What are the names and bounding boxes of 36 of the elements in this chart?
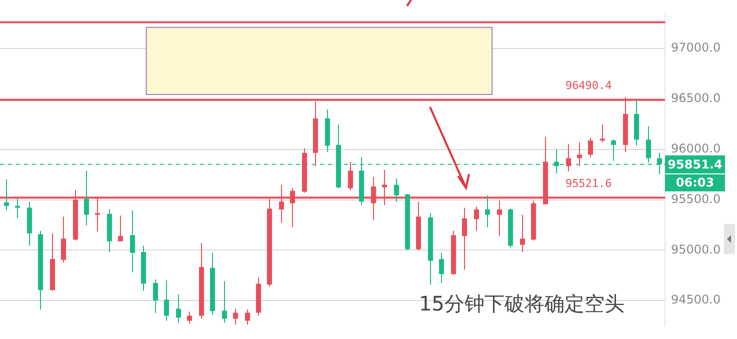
ref-line-label: 95851.4 — [668, 157, 722, 172]
candlestick — [4, 178, 9, 211]
candlestick — [222, 280, 227, 324]
candlestick — [577, 142, 582, 167]
candlestick — [187, 311, 192, 324]
ref-line-label: 96490.4 — [565, 79, 612, 92]
candlestick — [462, 207, 467, 270]
candlestick — [611, 139, 616, 162]
candlestick — [394, 178, 399, 202]
candlestick — [233, 308, 238, 326]
candlestick — [566, 143, 571, 172]
candlestick — [439, 252, 444, 284]
candlestick — [520, 214, 525, 252]
candlestick — [61, 216, 66, 264]
candlestick — [118, 215, 123, 242]
candlestick — [474, 206, 479, 232]
y-tick-label: 96500.0 — [671, 91, 721, 106]
y-tick-label: 97000.0 — [671, 40, 721, 55]
y-tick-label: 95000.0 — [671, 242, 721, 256]
ref-line-label: 95521.6 — [565, 176, 612, 190]
candlestick — [84, 170, 89, 226]
text: 06:03 — [676, 175, 714, 190]
y-tick-label: 96000.0 — [671, 141, 721, 156]
annotation: 15分钟下破将确定空头 — [418, 292, 624, 316]
candlestick — [164, 280, 169, 322]
y-tick-label: 95500.0 — [671, 192, 721, 206]
candlestick — [176, 294, 181, 324]
candlestick — [497, 200, 502, 237]
candlestick — [600, 124, 605, 143]
candlestick — [588, 137, 593, 158]
candlestick — [153, 278, 158, 314]
candlestick — [130, 210, 135, 273]
candlestick — [245, 308, 250, 326]
candlestick — [348, 161, 353, 191]
y-tick-label: 94500.0 — [671, 292, 721, 307]
candlestick — [485, 194, 490, 228]
